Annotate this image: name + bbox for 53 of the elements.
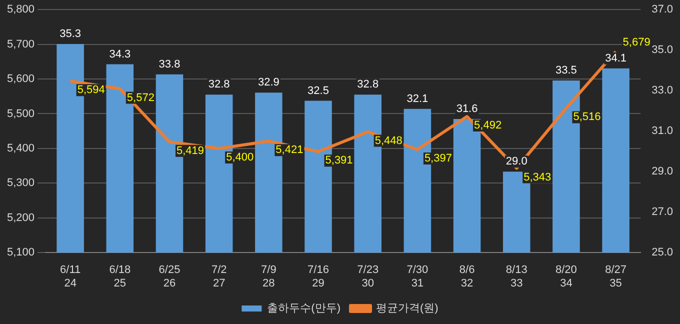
data-label: 5,594 xyxy=(77,84,105,96)
y-tick-label: 5,800 xyxy=(6,4,35,16)
data-label: 35.3 xyxy=(60,28,82,40)
x-tick-label: 7/9 28 xyxy=(261,264,276,290)
data-label: 32.8 xyxy=(357,78,379,91)
data-label: 5,391 xyxy=(325,154,353,167)
y-tick-label: 5,300 xyxy=(6,177,35,190)
x-tick-label: 6/25 26 xyxy=(158,264,180,290)
y2-tick-label: 27.0 xyxy=(652,206,674,218)
data-label: 33.5 xyxy=(556,64,577,77)
data-label: 32.1 xyxy=(406,92,428,105)
data-label: 5,679 xyxy=(622,36,650,49)
data-label: 5,400 xyxy=(226,151,254,164)
data-label: 29.0 xyxy=(506,156,528,168)
x-tick-label: 7/16 29 xyxy=(308,264,329,290)
data-label: 5,419 xyxy=(176,144,204,157)
x-tick-label: 8/20 34 xyxy=(555,264,577,290)
y-tick-label: 5,100 xyxy=(6,246,35,259)
data-label: 31.6 xyxy=(456,102,478,115)
x-tick-label: 7/2 27 xyxy=(211,264,227,290)
data-label: 5,397 xyxy=(424,152,452,165)
y-tick-label: 5,200 xyxy=(6,212,35,224)
y-tick-label: 5,700 xyxy=(6,38,35,50)
y-tick-label: 5,500 xyxy=(6,108,35,120)
data-label: 5,516 xyxy=(573,111,601,124)
data-label: 5,448 xyxy=(374,134,402,147)
x-tick-label: 7/23 30 xyxy=(357,264,379,290)
legend-label: 평균가격(원) xyxy=(376,302,438,315)
x-tick-label: 8/6 32 xyxy=(459,264,475,290)
data-label: 34.1 xyxy=(605,52,627,64)
data-label: 32.5 xyxy=(308,84,329,97)
y2-tick-label: 31.0 xyxy=(652,125,674,138)
y2-tick-label: 33.0 xyxy=(652,84,674,97)
y2-tick-label: 37.0 xyxy=(652,4,674,16)
data-label: 5,343 xyxy=(524,171,552,184)
data-label: 32.9 xyxy=(258,76,280,89)
x-tick-label: 6/11 24 xyxy=(60,264,81,290)
y-tick-label: 5,600 xyxy=(6,73,35,86)
data-label: 5,421 xyxy=(276,144,304,156)
x-tick-label: 8/27 35 xyxy=(605,264,627,290)
data-label: 34.3 xyxy=(109,48,131,60)
data-label: 33.8 xyxy=(158,58,180,70)
legend-label: 출하두수(만두) xyxy=(267,302,340,315)
x-tick-label: 8/13 33 xyxy=(506,264,528,290)
y2-tick-label: 35.0 xyxy=(652,44,674,56)
data-label: 5,572 xyxy=(126,92,154,104)
x-tick-label: 7/30 31 xyxy=(406,264,428,290)
data-label: 5,492 xyxy=(474,120,502,132)
data-label: 32.8 xyxy=(208,78,230,91)
y2-tick-label: 29.0 xyxy=(652,166,674,178)
x-tick-label: 6/18 25 xyxy=(109,264,131,290)
y-tick-label: 5,400 xyxy=(6,142,35,154)
y2-tick-label: 25.0 xyxy=(652,246,674,259)
